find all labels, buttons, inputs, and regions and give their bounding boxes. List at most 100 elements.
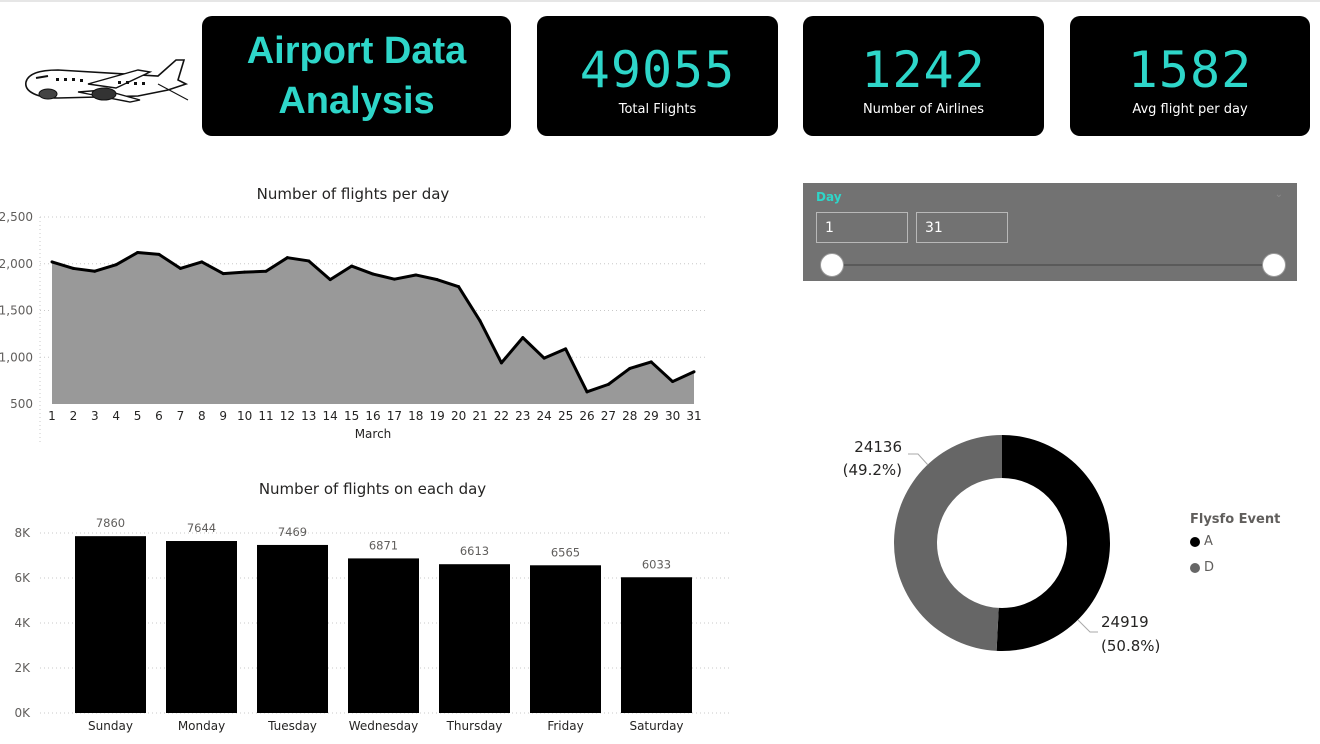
legend-dot xyxy=(1190,536,1200,547)
event-donut-chart[interactable]: 24919 (50.8%) 24136 (49.2%) xyxy=(830,420,1180,680)
x-tick-label: 10 xyxy=(237,409,252,423)
kpi-card-total-flights: 49055 Total Flights xyxy=(537,16,778,136)
data-point xyxy=(457,285,461,289)
x-tick-label: 6 xyxy=(155,409,163,423)
kpi-label: Avg flight per day xyxy=(1132,101,1248,117)
slicer-handle-end[interactable] xyxy=(1262,253,1286,277)
x-tick-label: 4 xyxy=(112,409,120,423)
bar-chart-title: Number of flights on each day xyxy=(258,480,487,498)
data-point xyxy=(50,260,54,264)
y-tick-label: 1,000 xyxy=(0,350,33,364)
dashboard-title: Airport Data Analysis xyxy=(246,30,467,122)
legend-item-a[interactable]: A xyxy=(1190,534,1213,549)
data-point xyxy=(93,269,97,273)
donut-slice xyxy=(893,435,1002,651)
kpi-card-airlines: 1242 Number of Airlines xyxy=(803,16,1044,136)
data-point xyxy=(564,347,568,351)
chevron-down-icon[interactable]: ⌄ xyxy=(1274,189,1283,200)
airplane-icon xyxy=(25,59,189,103)
kpi-card-avg-per-day: 1582 Avg flight per day xyxy=(1070,16,1310,136)
data-point xyxy=(499,361,503,365)
y-tick-label: 2,500 xyxy=(0,210,33,224)
title-card: Airport Data Analysis xyxy=(202,16,511,136)
x-tick-label: Friday xyxy=(547,719,583,733)
slice-label-value: 24919 xyxy=(1101,613,1149,631)
bar xyxy=(75,536,146,713)
x-tick-label: 1 xyxy=(48,409,56,423)
data-point xyxy=(350,264,354,268)
x-tick-label: 20 xyxy=(451,409,466,423)
data-point xyxy=(157,252,161,256)
x-tick-label: Monday xyxy=(178,719,225,733)
data-point xyxy=(114,263,118,267)
data-point xyxy=(435,278,439,282)
y-tick-label: 2,000 xyxy=(0,257,33,271)
area-fill xyxy=(52,252,694,404)
x-tick-label: 27 xyxy=(601,409,616,423)
data-point xyxy=(478,319,482,323)
data-label: 6871 xyxy=(369,538,398,552)
data-label: 7860 xyxy=(96,516,125,530)
slicer-from-input[interactable]: 1 xyxy=(816,212,908,243)
data-point xyxy=(136,251,140,255)
x-tick-label: Sunday xyxy=(88,719,133,733)
x-tick-label: 31 xyxy=(686,409,701,423)
slicer-title: Day xyxy=(816,190,842,204)
x-tick-label: 14 xyxy=(323,409,338,423)
x-tick-label: 23 xyxy=(515,409,530,423)
legend-item-d[interactable]: D xyxy=(1190,560,1214,575)
x-tick-label: 15 xyxy=(344,409,359,423)
x-tick-label: 11 xyxy=(258,409,273,423)
day-range-slicer[interactable]: Day ⌄ 1 31 xyxy=(803,183,1297,281)
x-tick-label: Thursday xyxy=(446,719,503,733)
x-axis-title: March xyxy=(355,427,392,441)
x-tick-label: 12 xyxy=(280,409,295,423)
x-tick-label: 2 xyxy=(70,409,78,423)
data-point xyxy=(243,270,247,274)
kpi-label: Total Flights xyxy=(618,101,697,117)
x-tick-label: 24 xyxy=(537,409,552,423)
slicer-to-input[interactable]: 31 xyxy=(916,212,1008,243)
data-label: 7469 xyxy=(278,525,307,539)
x-tick-label: 25 xyxy=(558,409,573,423)
data-point xyxy=(328,278,332,282)
kpi-value: 49055 xyxy=(579,40,736,99)
y-tick-label: 0K xyxy=(14,706,31,720)
legend-title: Flysfo Event xyxy=(1190,512,1281,527)
x-tick-label: 3 xyxy=(91,409,99,423)
x-tick-label: 16 xyxy=(365,409,380,423)
data-label: 7644 xyxy=(187,521,216,535)
slicer-track[interactable] xyxy=(832,264,1276,266)
x-tick-label: Wednesday xyxy=(349,719,418,733)
legend-label: D xyxy=(1204,560,1215,575)
bar xyxy=(621,577,692,713)
legend-dot xyxy=(1190,562,1200,573)
top-border xyxy=(0,0,1320,2)
x-tick-label: 26 xyxy=(579,409,594,423)
slice-label-pct: (50.8%) xyxy=(1101,637,1160,655)
data-point xyxy=(264,269,268,273)
data-point xyxy=(649,360,653,364)
data-point xyxy=(221,272,225,276)
data-point xyxy=(606,382,610,386)
x-tick-label: 30 xyxy=(665,409,680,423)
x-tick-label: 29 xyxy=(644,409,659,423)
slice-label-pct: (49.2%) xyxy=(843,461,902,479)
x-tick-label: 7 xyxy=(177,409,185,423)
x-tick-label: 9 xyxy=(219,409,227,423)
bar xyxy=(530,565,601,713)
x-tick-label: 21 xyxy=(472,409,487,423)
flights-by-weekday-chart[interactable]: 0K 2K 4K 6K 8K 7860 Sunday 7644 Monday 7469 Tuesda… xyxy=(0,505,745,742)
data-point xyxy=(628,366,632,370)
data-point xyxy=(585,390,589,394)
y-tick-label: 2K xyxy=(14,661,31,675)
data-point xyxy=(285,256,289,260)
data-point xyxy=(71,266,75,270)
x-tick-label: Tuesday xyxy=(267,719,317,733)
slice-label-value: 24136 xyxy=(854,438,902,456)
y-tick-label: 6K xyxy=(14,571,31,585)
slicer-handle-start[interactable] xyxy=(820,253,844,277)
data-label: 6565 xyxy=(551,545,580,559)
data-label: 6613 xyxy=(460,544,489,558)
